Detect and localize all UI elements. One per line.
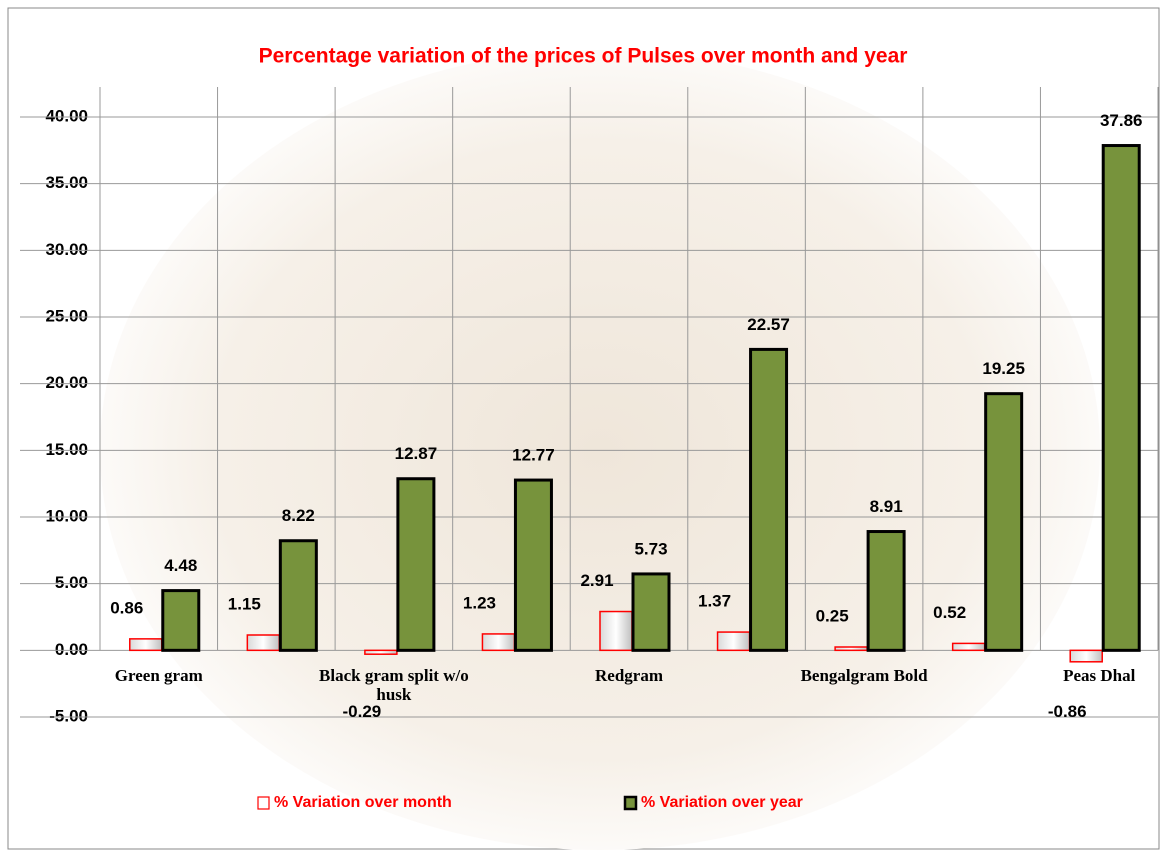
data-label: 0.25 [816,606,849,625]
data-label: 12.87 [395,444,438,463]
y-tick-label: 0.00 [55,640,88,659]
y-tick-label: -5.00 [49,706,88,725]
bar [1069,649,1103,663]
bar [246,634,281,652]
legend-label: % Variation over year [641,794,803,811]
data-label: 12.77 [512,446,555,465]
bar [513,478,553,652]
data-label: 37.86 [1100,111,1143,130]
x-tick-label: Black gram split w/o husk [319,666,469,705]
bar [866,530,906,652]
bar [278,539,318,652]
bar [631,572,671,652]
legend-swatch [257,796,270,810]
chart-title: Percentage variation of the prices of Pu… [259,45,908,68]
x-tick-label: Bengalgram Bold [800,666,928,686]
x-tick-label-box: Black gram split w/o husk [319,666,469,705]
bar [716,631,751,652]
x-tick-label-box: Green gram [114,666,203,686]
y-tick-label: 30.00 [45,240,88,259]
data-label: 2.91 [580,571,613,590]
data-label: 4.48 [164,556,197,575]
bar [749,347,789,652]
x-tick-label: Peas Dhal [1063,666,1136,686]
data-label: 0.52 [933,603,966,622]
y-tick-label: 10.00 [45,506,88,525]
bar [951,642,986,652]
data-label: 8.22 [282,506,315,525]
x-tick-label-box: Redgram [595,666,663,686]
data-label: 19.25 [982,359,1025,378]
data-label: 22.57 [747,315,790,334]
bar [129,638,163,652]
legend-swatch [623,795,638,811]
bar [1101,144,1141,652]
data-label: 1.23 [463,593,496,612]
y-tick-label: 15.00 [45,440,88,459]
y-tick-label: 25.00 [45,306,88,325]
y-tick-label: 5.00 [55,573,88,592]
bar [396,477,436,652]
bar [481,633,516,652]
data-label: 1.37 [698,592,731,611]
y-tick-label: 20.00 [45,373,88,392]
data-label: 8.91 [870,497,903,516]
legend-label: % Variation over month [274,794,452,811]
bar [984,392,1024,652]
data-label: 5.73 [634,539,667,558]
x-tick-label-box: Bengalgram Bold [800,666,928,686]
bar [599,610,633,652]
x-tick-label-box: Peas Dhal [1063,666,1136,686]
x-tick-label: Green gram [114,666,203,686]
bar [834,646,868,652]
bar [364,649,398,655]
data-label: -0.29 [343,702,382,721]
data-label: 1.15 [228,594,261,613]
x-tick-label: Redgram [595,666,663,686]
bar [161,589,201,652]
data-label: -0.86 [1048,702,1087,721]
y-tick-label: 40.00 [45,106,88,125]
y-tick-label: 35.00 [45,173,88,192]
data-label: 0.86 [110,598,143,617]
